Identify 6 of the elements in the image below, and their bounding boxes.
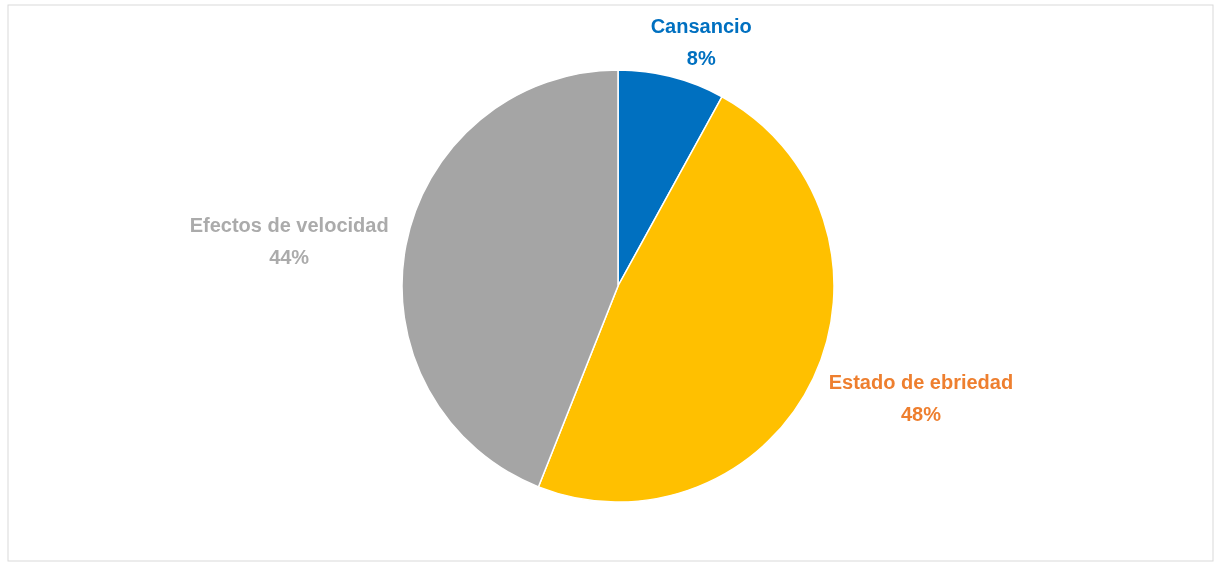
data-label: 8% [686,47,716,70]
slice-label: Efectos de velocidad [189,214,389,237]
data-label: 44% [269,246,310,269]
data-label: 48% [900,402,942,425]
slice-label: Cansancio [650,15,752,38]
slice-label: Estado de ebriedad [828,370,1014,393]
